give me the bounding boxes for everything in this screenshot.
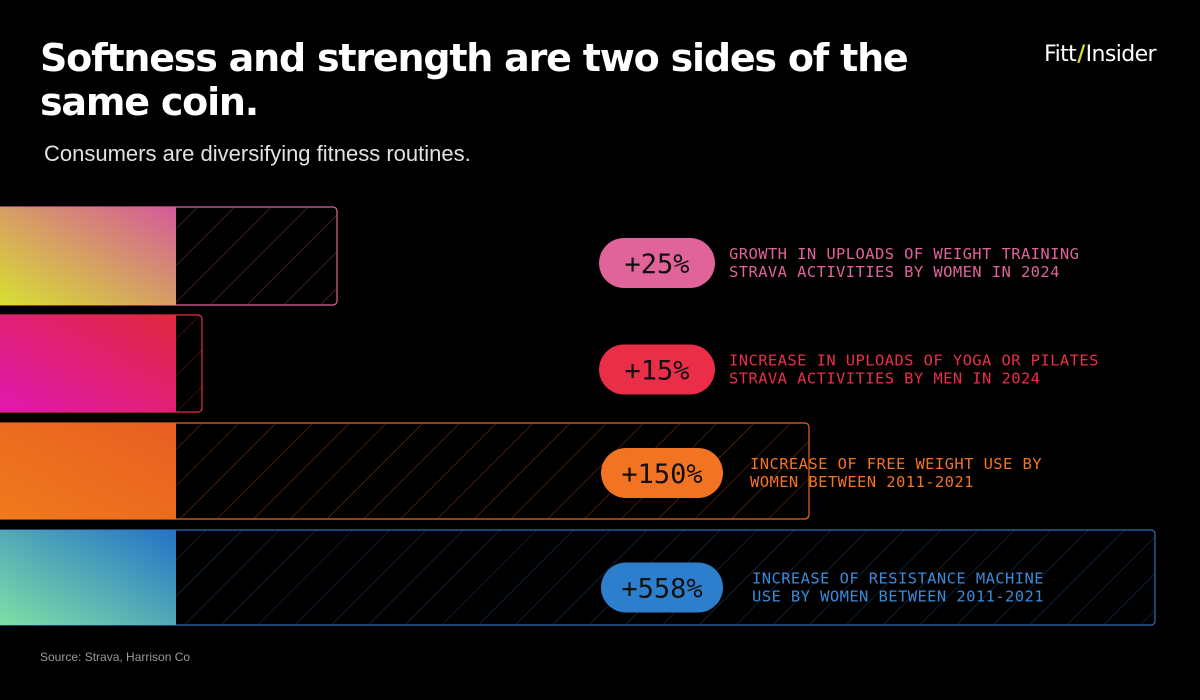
chart-subtitle: Consumers are diversifying fitness routi… bbox=[44, 141, 471, 166]
bar-fill bbox=[0, 530, 176, 625]
bar-description: USE BY WOMEN BETWEEN 2011-2021 bbox=[752, 588, 1044, 606]
value-label: +25% bbox=[624, 249, 689, 280]
bar-fill bbox=[0, 207, 176, 305]
bar-fill bbox=[0, 423, 176, 519]
logo-slash: / bbox=[1077, 42, 1085, 67]
source-note: Source: Strava, Harrison Co bbox=[40, 650, 191, 664]
bar-fill bbox=[0, 315, 176, 412]
bar-description: INCREASE OF RESISTANCE MACHINE bbox=[752, 570, 1044, 588]
value-pill bbox=[599, 344, 715, 395]
value-label: +558% bbox=[621, 574, 702, 605]
value-pill bbox=[599, 238, 715, 288]
bar-description: STRAVA ACTIVITIES BY WOMEN IN 2024 bbox=[729, 263, 1060, 281]
value-label: +15% bbox=[624, 356, 689, 387]
value-pill bbox=[601, 562, 723, 613]
bar-description: INCREASE IN UPLOADS OF YOGA OR PILATES bbox=[729, 352, 1099, 370]
value-label: +150% bbox=[621, 459, 702, 490]
logo-text-insider: Insider bbox=[1085, 42, 1157, 67]
bar-description: WOMEN BETWEEN 2011-2021 bbox=[750, 473, 974, 491]
value-pill bbox=[601, 448, 723, 498]
bar-description: GROWTH IN UPLOADS OF WEIGHT TRAINING bbox=[729, 245, 1079, 263]
bar-outline bbox=[0, 422, 810, 520]
brand-logo: Fitt/Insider bbox=[1044, 42, 1156, 67]
bar-description: STRAVA ACTIVITIES BY MEN IN 2024 bbox=[729, 370, 1040, 388]
bar-outline bbox=[0, 529, 1156, 626]
bar-group: +150% INCREASE OF FREE WEIGHT USE BYWOMEN… bbox=[0, 422, 1042, 520]
chart-title: Softness and strength are two sides of t… bbox=[40, 36, 909, 124]
logo-text-fitt: Fitt bbox=[1044, 42, 1077, 67]
bar-group: +25% GROWTH IN UPLOADS OF WEIGHT TRAINING… bbox=[0, 206, 1079, 306]
bar-group: +15% INCREASE IN UPLOADS OF YOGA OR PILAT… bbox=[0, 314, 1099, 413]
bar-description: INCREASE OF FREE WEIGHT USE BY bbox=[750, 455, 1042, 473]
